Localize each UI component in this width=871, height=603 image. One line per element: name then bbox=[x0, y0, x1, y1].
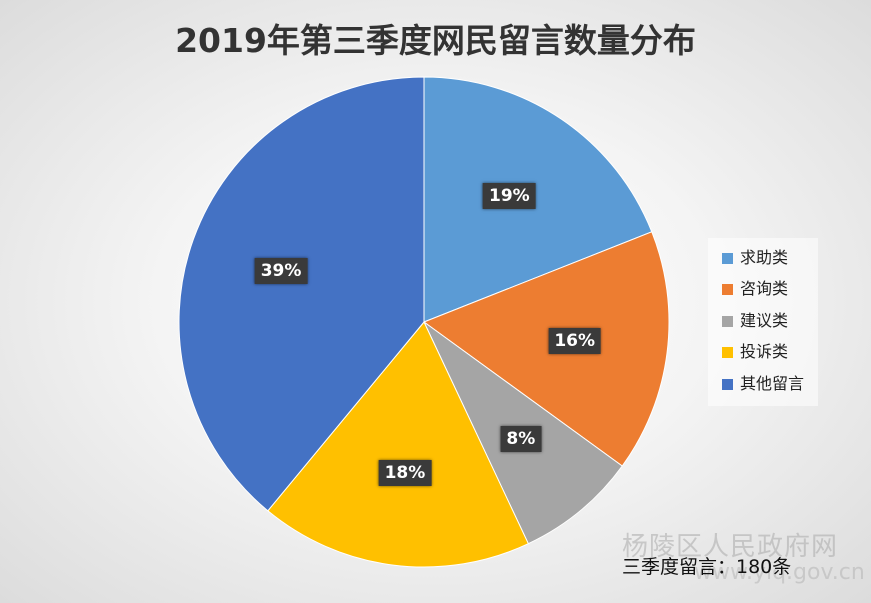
legend-label: 咨询类 bbox=[740, 279, 789, 298]
legend-swatch bbox=[722, 253, 733, 264]
pie-slice-2 bbox=[422, 231, 670, 467]
legend-label: 其他留言 bbox=[740, 374, 805, 393]
watermark-url: www.ylq.gov.cn bbox=[694, 560, 865, 585]
data-label-4: 18% bbox=[378, 459, 432, 486]
legend: 求助类 咨询类 建议类 投诉类 其他留言 bbox=[708, 238, 818, 406]
pie-slice-4 bbox=[267, 321, 529, 568]
legend-item: 其他留言 bbox=[722, 373, 804, 395]
legend-swatch bbox=[722, 347, 733, 358]
pie-slice-5 bbox=[178, 76, 425, 512]
legend-item: 咨询类 bbox=[722, 278, 788, 300]
legend-item: 投诉类 bbox=[722, 341, 788, 363]
legend-item: 建议类 bbox=[722, 310, 788, 332]
footnote: 三季度留言：180条 bbox=[622, 556, 792, 578]
legend-swatch bbox=[722, 284, 733, 295]
legend-swatch bbox=[722, 316, 733, 327]
watermark-text: 杨陵区人民政府网 bbox=[622, 532, 839, 562]
legend-swatch bbox=[722, 379, 733, 390]
legend-item: 求助类 bbox=[722, 247, 788, 269]
legend-label: 求助类 bbox=[740, 248, 789, 267]
data-label-3: 8% bbox=[500, 426, 542, 453]
data-label-2: 16% bbox=[548, 328, 602, 355]
data-label-5: 39% bbox=[254, 257, 308, 284]
pie-slice-1 bbox=[423, 76, 653, 323]
legend-label: 建议类 bbox=[740, 311, 789, 330]
chart-title: 2019年第三季度网民留言数量分布 bbox=[175, 21, 696, 60]
legend-label: 投诉类 bbox=[740, 342, 789, 361]
data-label-1: 19% bbox=[483, 183, 536, 210]
